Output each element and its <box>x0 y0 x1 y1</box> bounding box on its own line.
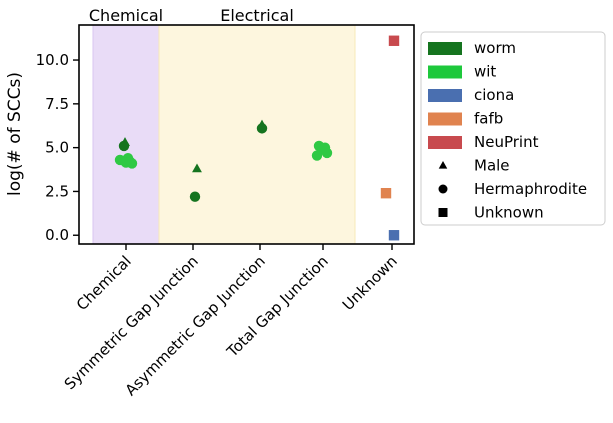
legend-swatch <box>428 89 462 102</box>
legend-marker <box>438 208 448 217</box>
legend-swatch <box>428 65 462 79</box>
legend-swatch <box>428 136 462 149</box>
y-axis: 0.0 2.5 5.0 7.5 10.0 <box>36 51 79 244</box>
legend-label: NeuPrint <box>474 133 539 151</box>
data-point-neuprint-1 <box>388 35 400 46</box>
legend-label: Unknown <box>474 204 544 222</box>
data-point-wit-10 <box>311 150 323 161</box>
data-point-worm-3 <box>192 163 202 173</box>
region-label-electrical: Electrical <box>220 6 294 25</box>
legend-label: Hermaphrodite <box>474 180 587 198</box>
data-point-ciona-1 <box>388 230 400 241</box>
legend-entry-unknown: Unknown <box>438 204 544 222</box>
data-point-worm-6 <box>256 123 268 134</box>
region-band-chemical <box>92 24 160 245</box>
legend-swatch <box>428 112 462 126</box>
data-point-wit-6 <box>126 158 138 169</box>
y-tick-label: 5.0 <box>45 139 69 157</box>
legend-marker <box>438 161 448 169</box>
y-tick-label: 0.0 <box>45 226 69 244</box>
region-band-electrical <box>158 24 356 245</box>
plot-frame <box>78 24 415 245</box>
region-label-chemical: Chemical <box>89 6 163 25</box>
legend-swatch <box>428 42 462 55</box>
legend-entry-wit: wit <box>428 63 496 81</box>
x-tick-label: Symmetric Gap Junction <box>61 252 202 393</box>
legend-label: wit <box>474 63 496 81</box>
legend-entry-neuprint: NeuPrint <box>428 133 539 151</box>
legend-label: worm <box>474 39 516 57</box>
data-point-wit-11 <box>319 142 331 153</box>
region-bands <box>92 24 356 245</box>
legend-label: ciona <box>474 86 514 104</box>
legend-entry-worm: worm <box>428 39 516 57</box>
legend: worm wit ciona fafb NeuPrint Male Hermaphrodit… <box>420 31 606 226</box>
x-tick-label: Chemical <box>73 252 135 314</box>
y-tick-label: 10.0 <box>36 51 69 69</box>
data-points <box>114 35 400 241</box>
data-point-fafb-1 <box>380 187 392 199</box>
legend-label: fafb <box>474 110 503 128</box>
legend-entry-male: Male <box>438 157 510 175</box>
legend-entry-fafb: fafb <box>428 110 503 128</box>
region-labels: Chemical Electrical <box>89 6 294 25</box>
legend-box <box>420 31 606 226</box>
data-point-worm-2 <box>118 140 130 152</box>
y-tick-label: 7.5 <box>45 95 69 113</box>
data-point-worm-4 <box>189 191 201 202</box>
y-axis-label: log(# of SCCs) <box>5 72 25 196</box>
legend-entry-hermaphrodite: Hermaphrodite <box>438 180 587 198</box>
legend-marker <box>438 184 448 194</box>
legend-label: Male <box>474 157 510 175</box>
x-tick-label: Unknown <box>339 252 401 314</box>
legend-entry-ciona: ciona <box>428 86 514 104</box>
y-tick-label: 2.5 <box>45 182 69 200</box>
